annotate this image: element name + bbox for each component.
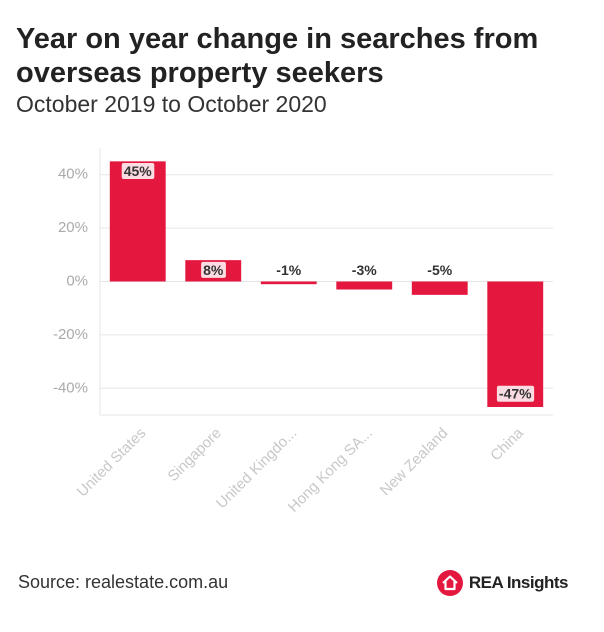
x-tick-label: New Zealand <box>377 425 452 500</box>
data-label: 8% <box>203 262 224 278</box>
chart-subtitle: October 2019 to October 2020 <box>16 91 327 117</box>
data-label: -1% <box>276 262 301 278</box>
data-label-bg <box>349 262 380 279</box>
bar <box>260 281 317 285</box>
y-tick-label: -20% <box>53 326 88 343</box>
data-label-bg <box>201 261 226 278</box>
x-tick-label: China <box>487 424 527 464</box>
bar <box>411 281 468 295</box>
data-label: -3% <box>352 262 377 278</box>
bar <box>336 281 393 290</box>
brand-icon <box>436 570 463 596</box>
y-tick-label: 40% <box>58 166 88 183</box>
y-tick-label: 20% <box>58 219 88 236</box>
source: Source: realestate.com.au <box>18 572 229 592</box>
x-tick-label: United States <box>74 425 150 501</box>
y-tick-label: -40% <box>53 379 88 396</box>
data-label: 45% <box>124 163 153 179</box>
x-tick-label: Singapore <box>165 425 225 485</box>
data-label-bg <box>496 385 535 402</box>
brand-logo: REA Insights <box>436 570 569 596</box>
x-tick: United Kingdo... <box>213 425 301 513</box>
x-tick: Singapore <box>165 425 225 485</box>
chart-title: Year on year change in searches from ove… <box>16 23 539 89</box>
x-tick: United States <box>74 425 150 501</box>
data-label-bg <box>274 262 304 279</box>
data-label-bg <box>121 163 155 180</box>
data-label: -5% <box>427 262 452 278</box>
brand-name: REA Insights <box>468 573 569 592</box>
data-label: -47% <box>499 386 532 402</box>
x-tick-label: United Kingdo... <box>213 425 301 513</box>
bar <box>109 161 166 282</box>
y-tick-label: 0% <box>66 272 88 289</box>
x-tick: New Zealand <box>377 425 452 500</box>
x-tick: China <box>487 424 527 464</box>
data-label-bg <box>425 262 455 279</box>
